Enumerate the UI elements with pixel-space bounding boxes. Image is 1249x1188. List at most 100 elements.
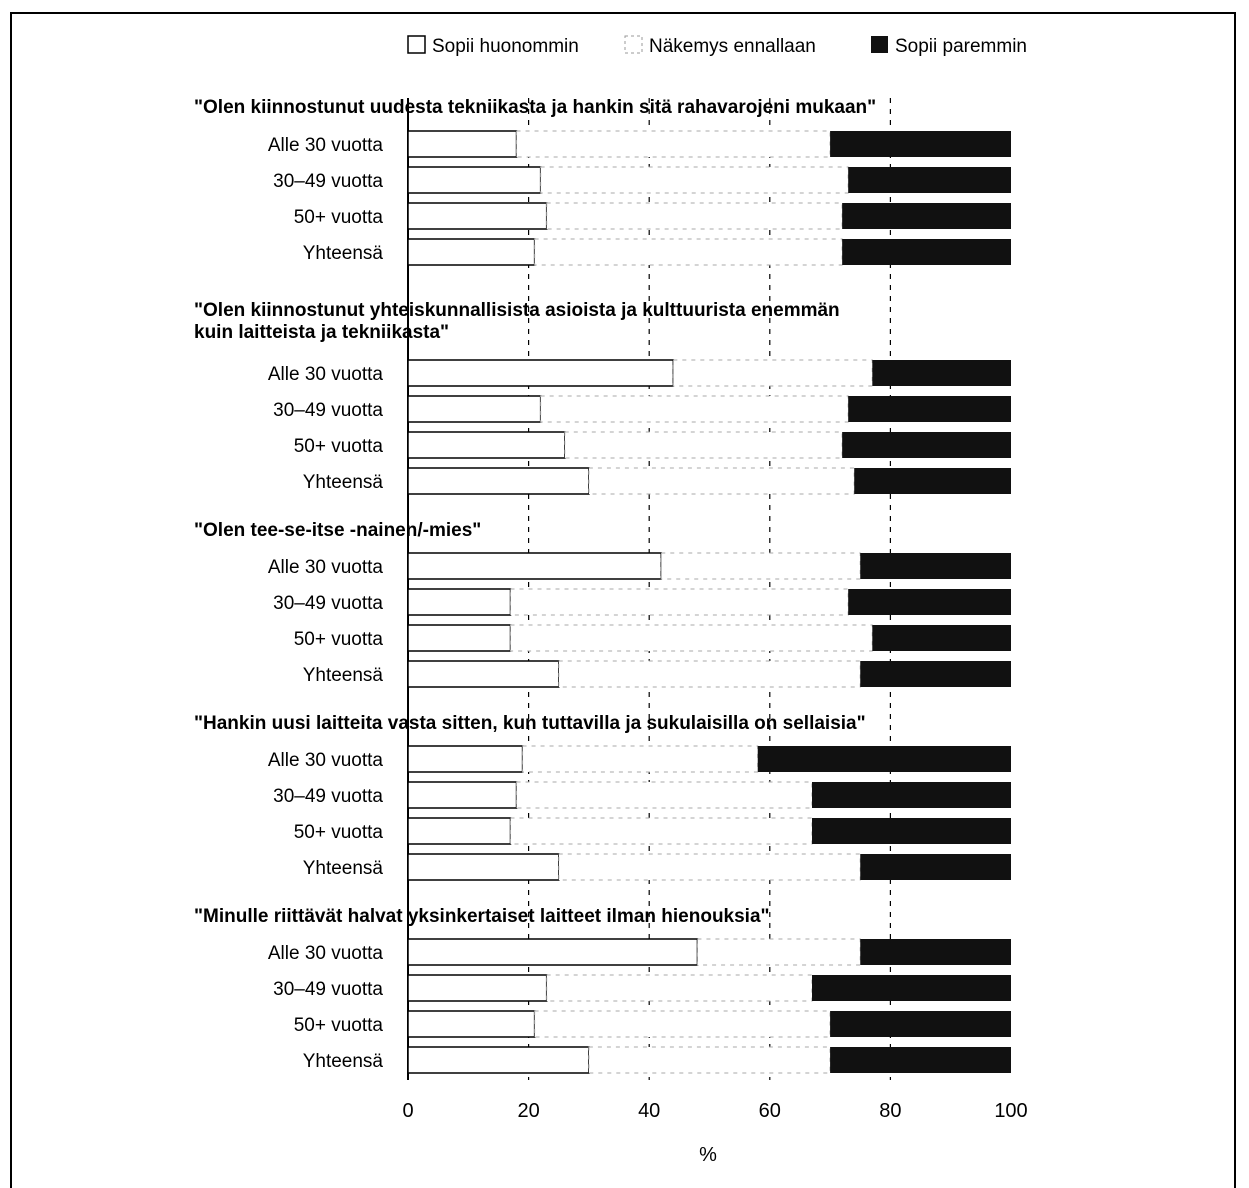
group-title-0-line-0: "Olen kiinnostunut uudesta tekniikasta j… [194,97,876,118]
category-label: 30–49 vuotta [273,979,383,1000]
bar-segment-worse [407,938,699,966]
category-label: 50+ vuotta [294,207,384,228]
bar-segment-worse [407,853,560,881]
category-label: Yhteensä [303,858,384,879]
legend-swatch-worse [407,35,426,54]
bar-segment-better [830,131,1011,157]
bar-segment-neutral [510,624,873,652]
bar-segment-better [842,239,1011,265]
bar-segment-neutral [558,853,861,881]
category-label: Alle 30 vuotta [268,557,384,578]
bar-segment-worse [407,974,548,1002]
bar-segment-better [830,1047,1011,1073]
bar-segment-worse [407,624,512,652]
group-title-1-line-0: "Olen kiinnostunut yhteiskunnallisista a… [194,300,840,321]
category-label: 50+ vuotta [294,436,384,457]
group-title-4-line-0: "Minulle riittävät halvat yksinkertaiset… [194,906,770,927]
bar-segment-worse [407,166,542,194]
bar-segment-neutral [546,202,843,230]
bar-segment-better [860,939,1011,965]
bar-segment-neutral [516,781,813,809]
category-label: 30–49 vuotta [273,400,383,421]
legend-label-worse: Sopii huonommin [432,36,579,57]
group-title-3-line-0: "Hankin uusi laitteita vasta sitten, kun… [194,713,866,734]
chart-frame [10,12,1236,1188]
bar-segment-worse [407,1046,590,1074]
bar-segment-better [842,432,1011,458]
group-title-2-line-0: "Olen tee-se-itse -nainen/-mies" [194,520,481,541]
bar-segment-neutral [558,660,861,688]
bar-segment-neutral [534,1010,831,1038]
bar-segment-neutral [696,938,861,966]
category-label: Yhteensä [303,243,384,264]
bar-segment-worse [407,202,548,230]
category-label: Yhteensä [303,1051,384,1072]
bar-segment-worse [407,359,675,387]
bar-segment-neutral [540,166,849,194]
category-label: Alle 30 vuotta [268,135,384,156]
bar-segment-better [812,818,1011,844]
bar-segment-better [848,396,1011,422]
bar-segment-worse [407,395,542,423]
x-tick-label: 60 [759,1100,781,1122]
bar-segment-better [860,553,1011,579]
category-label: 50+ vuotta [294,822,384,843]
bar-segment-neutral [588,467,855,495]
legend-swatch-better [871,36,888,53]
bar-segment-neutral [534,238,843,266]
bar-segment-better [848,589,1011,615]
x-tick-label: 20 [517,1100,539,1122]
bar-segment-worse [407,660,560,688]
bar-segment-better [848,167,1011,193]
category-label: 30–49 vuotta [273,786,383,807]
x-axis-title: % [699,1144,717,1166]
bar-segment-neutral [564,431,843,459]
category-label: Alle 30 vuotta [268,364,384,385]
bar-segment-worse [407,817,512,845]
bar-segment-neutral [516,130,831,158]
bar-segment-neutral [546,974,813,1002]
bar-segment-better [860,661,1011,687]
bar-segment-neutral [540,395,849,423]
category-label: 50+ vuotta [294,1015,384,1036]
x-tick-label: 80 [879,1100,901,1122]
bar-segment-worse [407,745,524,773]
bar-segment-better [854,468,1011,494]
bar-segment-neutral [522,745,759,773]
legend-swatch-neutral [624,35,643,54]
legend-label-neutral: Näkemys ennallaan [649,36,816,57]
bar-segment-worse [407,588,512,616]
x-tick-label: 0 [402,1100,413,1122]
x-tick-label: 40 [638,1100,660,1122]
bar-segment-better [842,203,1011,229]
category-label: Yhteensä [303,665,384,686]
bar-segment-neutral [588,1046,831,1074]
bar-segment-better [830,1011,1011,1037]
bar-segment-worse [407,431,566,459]
bar-segment-neutral [510,588,849,616]
bar-segment-better [757,746,1011,772]
bar-segment-better [872,360,1011,386]
bar-segment-worse [407,781,518,809]
category-label: Alle 30 vuotta [268,750,384,771]
category-label: 30–49 vuotta [273,593,383,614]
bar-segment-better [812,782,1011,808]
bar-segment-neutral [660,552,861,580]
bar-segment-better [812,975,1011,1001]
bar-segment-neutral [672,359,873,387]
category-label: Alle 30 vuotta [268,943,384,964]
bar-segment-worse [407,130,518,158]
category-label: 50+ vuotta [294,629,384,650]
bar-segment-worse [407,1010,536,1038]
x-tick-label: 100 [994,1100,1027,1122]
legend-label-better: Sopii paremmin [895,36,1027,57]
category-label: Yhteensä [303,472,384,493]
bar-segment-worse [407,238,536,266]
bar-segment-better [872,625,1011,651]
bar-segment-worse [407,552,663,580]
group-title-1-line-1: kuin laitteista ja tekniikasta" [194,322,449,343]
category-label: 30–49 vuotta [273,171,383,192]
bar-segment-worse [407,467,590,495]
bar-segment-neutral [510,817,813,845]
